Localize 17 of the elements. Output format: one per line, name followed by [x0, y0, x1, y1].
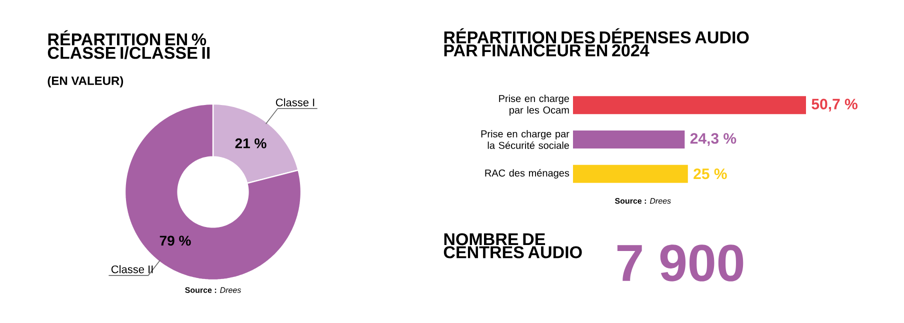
- y-tick-label: RAC des ménages: [485, 169, 570, 179]
- y-tick-label: Prise en charge par la Sécurité sociale: [481, 130, 570, 149]
- text: Source : Drees: [614, 198, 671, 204]
- y-tick-label: Prise en charge par les Ocam: [499, 94, 570, 116]
- text: Source : Drees: [185, 287, 242, 293]
- data-label: 25 %: [694, 168, 727, 180]
- slice-label: Classe I: [276, 98, 314, 106]
- data-label: 21 %: [235, 138, 266, 148]
- chart-title: RÉPARTITION DES DÉPENSES AUDIO PAR FINANCEUR EN 2024: [444, 28, 749, 56]
- chart-subtitle: (EN VALEUR): [48, 76, 124, 88]
- chart-title: RÉPARTITION EN % CLASSE I/CLASSE II: [48, 30, 210, 60]
- data-label: 24,3 %: [690, 133, 736, 146]
- text: NOMBRE DE CENTRES AUDIO: [444, 233, 582, 258]
- data-label: 50,7 %: [812, 98, 858, 112]
- data-label: 79 %: [160, 236, 191, 246]
- slice-label: Classe II: [111, 265, 153, 274]
- text: 7 900: [617, 244, 744, 282]
